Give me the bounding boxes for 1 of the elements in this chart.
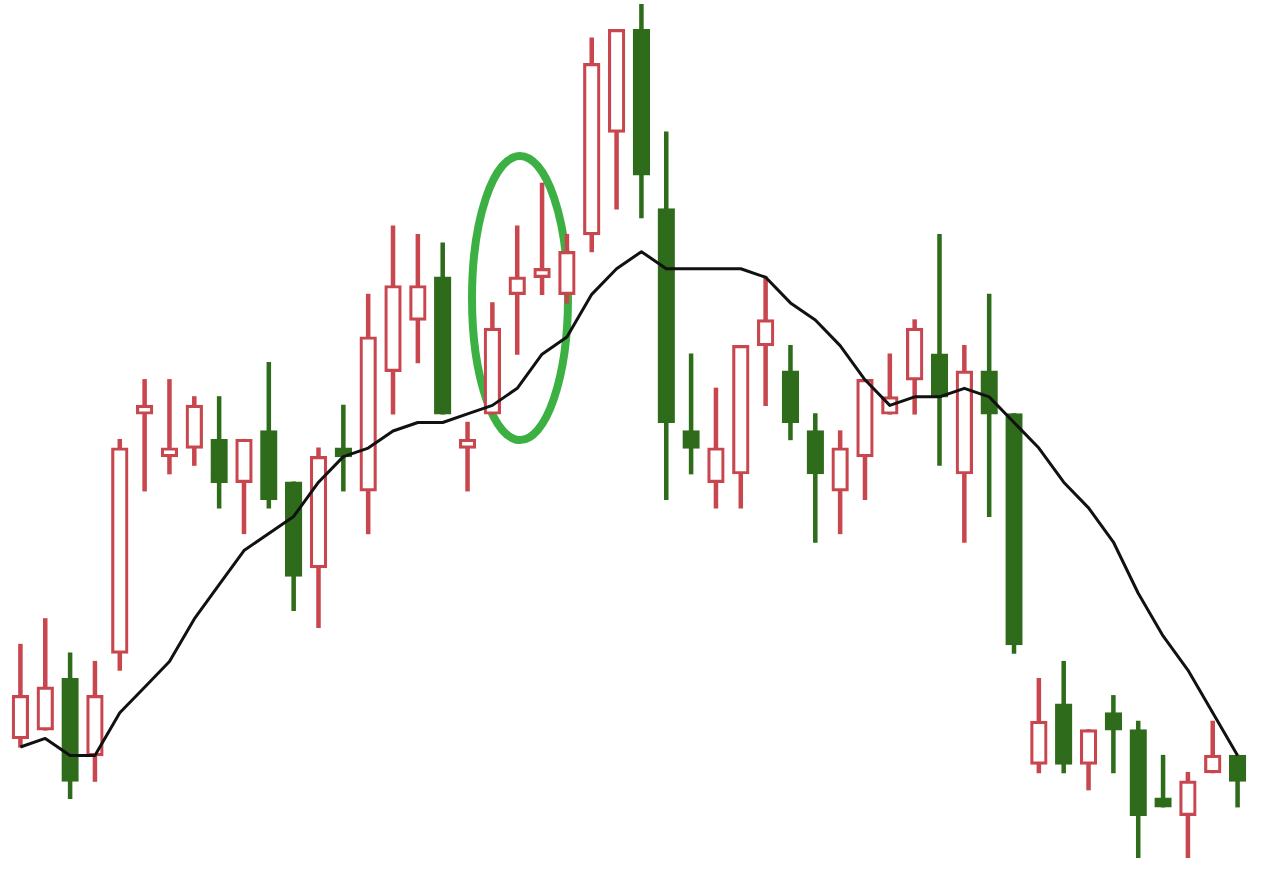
candlestick xyxy=(458,421,477,492)
